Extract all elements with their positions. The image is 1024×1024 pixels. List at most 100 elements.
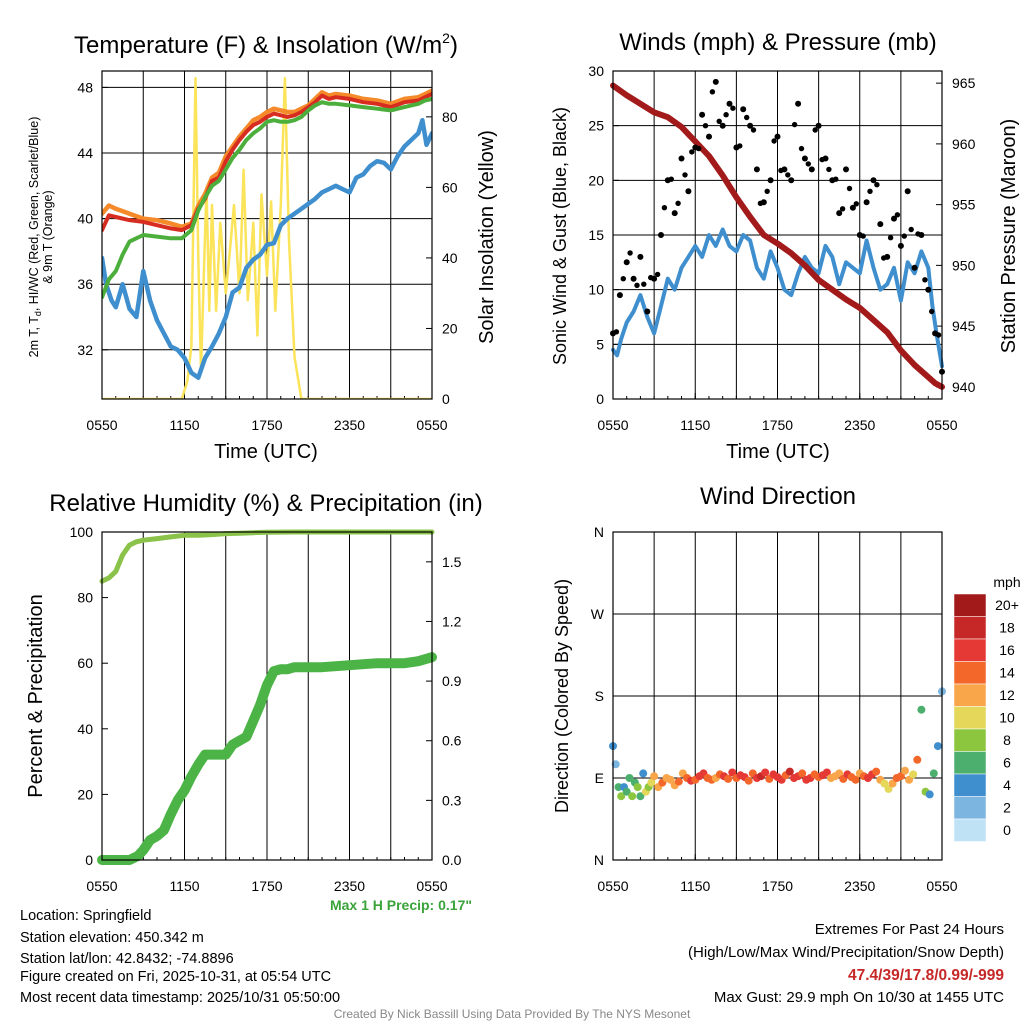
direction-point: [728, 768, 737, 777]
wind-gust-point: [678, 155, 685, 162]
humidity-ytick-label: 80: [77, 590, 93, 606]
temperature-panel: Temperature (F) & Insolation (W/m2) Time…: [27, 30, 498, 463]
temperature-y2label: Solar Insolation (Yellow): [476, 130, 498, 344]
direction-point: [901, 766, 909, 775]
legend-label: 10: [999, 710, 1015, 726]
wind-gust-point: [726, 100, 733, 107]
speed-legend: mph 20+ 18 16 14 12 10 8 6 4 2 0: [953, 574, 1021, 842]
direction-point: [888, 779, 897, 788]
humidity-ytick-label: 100: [70, 524, 94, 540]
extremes-subtitle: (High/Low/Max Wind/Precipitation/Snow De…: [688, 944, 1004, 961]
temperature-ylabel-line1: 2m T, Td, HI/WC (Red, Green, Scarlet/Blu…: [27, 117, 43, 358]
wind-gust-point: [836, 210, 843, 217]
direction-point: [674, 777, 683, 786]
wind-gust-point: [815, 122, 822, 129]
wind-gust-point: [897, 242, 904, 249]
temperature-ytick-label: 36: [77, 276, 93, 292]
temperature-ytick-label: 48: [77, 79, 93, 95]
humidity-series-precipitation: [97, 652, 437, 865]
wind-gust-point: [860, 233, 866, 239]
wind-gust-point: [737, 143, 743, 149]
wind-gust-point: [630, 275, 637, 282]
direction-title: Wind Direction: [700, 483, 856, 510]
direction-xtick-label: 1750: [762, 878, 793, 894]
humidity-y2tick-label: 0.6: [442, 733, 462, 749]
legend-label: 6: [1003, 755, 1011, 771]
wind-gust-point: [833, 176, 839, 182]
wind-gust-point: [644, 308, 651, 315]
direction-xtick-label: 0550: [597, 878, 628, 894]
winds-panel: Winds (mph) & Pressure (mb) Time (UTC) S…: [550, 29, 1020, 463]
winds-series-station-pressure: [610, 82, 945, 390]
direction-point: [650, 772, 659, 781]
wind-gust-point: [870, 177, 877, 184]
humidity-ytick-label: 0: [85, 852, 93, 868]
direction-point: [925, 790, 934, 799]
legend-label: 2: [1003, 800, 1011, 816]
svg-text:Percent & Precipitation: Percent & Precipitation: [25, 594, 47, 797]
temperature-series-2m-t: [102, 92, 432, 233]
direction-point: [798, 769, 807, 778]
winds-series: [610, 78, 945, 390]
humidity-title: Relative Humidity (%) & Precipitation (i…: [49, 490, 482, 517]
winds-xtick-label: 1150: [680, 417, 710, 433]
direction-grid: [612, 531, 943, 861]
direction-point: [785, 767, 794, 776]
humidity-xtick-label: 2350: [334, 878, 365, 894]
wind-gust-point: [637, 253, 644, 260]
wind-gust-point: [753, 166, 760, 173]
direction-point: [917, 705, 926, 714]
direction-xtick-label: 1150: [680, 878, 710, 894]
winds-ytick-label: 20: [588, 172, 604, 188]
wind-gust-point: [706, 133, 712, 140]
temperature-y2tick-label: 40: [442, 250, 458, 266]
wind-gust-point: [863, 199, 870, 206]
direction-series: [609, 687, 946, 801]
temperature-ylabel-line2: & 9m T (Orange): [41, 190, 55, 283]
temperature-y2tick-label: 0: [442, 391, 450, 407]
extremes-title: Extremes For Past 24 Hours: [815, 921, 1004, 938]
humidity-panel: Relative Humidity (%) & Precipitation (i…: [25, 490, 483, 913]
winds-ytick-label: 25: [588, 118, 604, 134]
wind-gust-point: [805, 161, 811, 167]
direction-point: [929, 769, 938, 778]
temperature-ytick-label: 44: [77, 145, 93, 161]
wind-gust-point: [671, 210, 678, 217]
wind-gust-point: [874, 182, 880, 188]
wind-gust-point: [812, 127, 818, 133]
wind-gust-point: [791, 121, 798, 128]
location-text: Location: Springfield: [20, 908, 151, 924]
temperature-xtick-label: 2350: [334, 417, 365, 433]
winds-ylabel: Sonic Wind & Gust (Blue, Black): [550, 107, 570, 365]
temperature-xtick-label: 1750: [251, 417, 282, 433]
wind-gust-point: [801, 155, 808, 162]
humidity-plot-border: [101, 531, 433, 861]
direction-ytick-label: N: [594, 852, 604, 868]
humidity-y2tick-label: 1.2: [442, 613, 462, 629]
winds-y2tick-label: 965: [952, 75, 976, 91]
temperature-y2tick-label: 60: [442, 179, 458, 195]
winds-ytick-label: 30: [588, 63, 604, 79]
wind-gust-point: [699, 111, 706, 118]
temperature-series-area: [102, 76, 432, 399]
direction-point: [628, 792, 637, 801]
direction-point: [744, 776, 753, 785]
wind-gust-point: [891, 215, 897, 222]
latlon-text: Station lat/lon: 42.8432; -74.8896: [20, 951, 234, 967]
direction-ytick-label: N: [594, 524, 604, 540]
wind-gust-point: [894, 212, 901, 218]
wind-gust-point: [709, 89, 716, 95]
wind-gust-point: [750, 127, 757, 133]
direction-xtick-label: 2350: [844, 878, 875, 894]
wind-gust-point: [901, 233, 907, 239]
temperature-plot-border: [101, 70, 433, 400]
direction-point: [761, 768, 770, 777]
direction-panel: Wind Direction Direction (Colored By Spe…: [552, 483, 1021, 894]
wind-gust-point: [771, 138, 777, 144]
created-text: Figure created on Fri, 2025-10-31, at 05…: [20, 969, 331, 985]
speed-legend-title: mph: [993, 574, 1020, 590]
wind-gust-point: [682, 172, 688, 178]
svg-text:Direction (Colored By Speed): Direction (Colored By Speed): [552, 579, 572, 813]
direction-point: [913, 755, 922, 764]
